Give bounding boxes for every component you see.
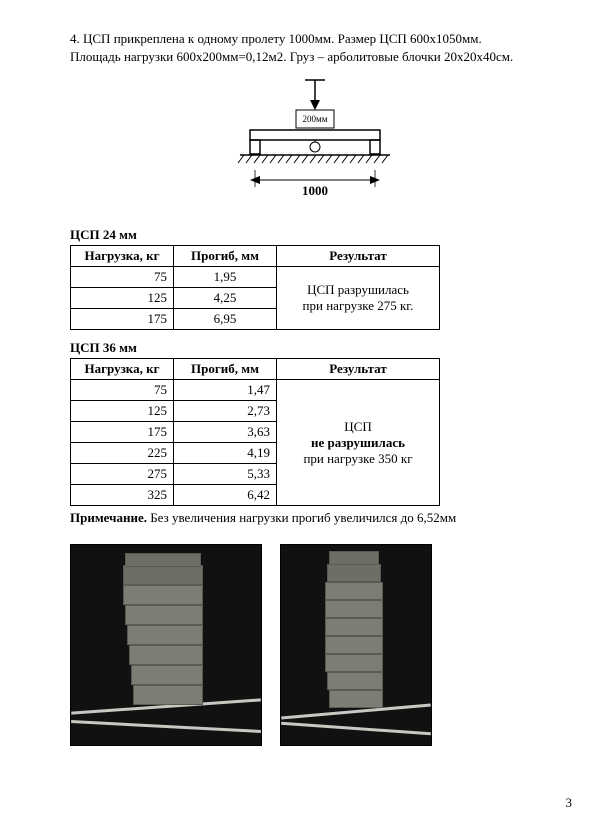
intro-line-1: 4. ЦСП прикреплена к одному пролету 1000… bbox=[70, 31, 482, 46]
th-result: Результат bbox=[277, 246, 440, 267]
note: Примечание. Без увеличения нагрузки прог… bbox=[70, 510, 560, 526]
note-label: Примечание. bbox=[70, 510, 147, 525]
load-diagram: 200мм bbox=[70, 75, 560, 209]
photo-row bbox=[70, 544, 560, 746]
th-result: Результат bbox=[277, 359, 440, 380]
th-deflection: Прогиб, мм bbox=[174, 246, 277, 267]
table-36mm: Нагрузка, кг Прогиб, мм Результат 75 1,4… bbox=[70, 358, 440, 506]
intro-paragraph: 4. ЦСП прикреплена к одному пролету 1000… bbox=[70, 30, 560, 65]
intro-line-2: Площадь нагрузки 600х200мм=0,12м2. Груз … bbox=[70, 49, 513, 64]
span-label: 1000 bbox=[302, 183, 328, 198]
note-text: Без увеличения нагрузки прогиб увеличилс… bbox=[147, 510, 456, 525]
th-load: Нагрузка, кг bbox=[71, 246, 174, 267]
table-row: 75 1,47 ЦСП не разрушилась при нагрузке … bbox=[71, 380, 440, 401]
table-row: 75 1,95 ЦСП разрушилась при нагрузке 275… bbox=[71, 267, 440, 288]
result-cell: ЦСП разрушилась при нагрузке 275 кг. bbox=[277, 267, 440, 330]
th-load: Нагрузка, кг bbox=[71, 359, 174, 380]
svg-text:200мм: 200мм bbox=[303, 114, 328, 124]
result-cell: ЦСП не разрушилась при нагрузке 350 кг bbox=[277, 380, 440, 506]
table36-title: ЦСП 36 мм bbox=[70, 340, 560, 356]
page-number: 3 bbox=[566, 795, 573, 811]
test-photo-2 bbox=[280, 544, 432, 746]
th-deflection: Прогиб, мм bbox=[174, 359, 277, 380]
table24-title: ЦСП 24 мм bbox=[70, 227, 560, 243]
table-24mm: Нагрузка, кг Прогиб, мм Результат 75 1,9… bbox=[70, 245, 440, 330]
test-photo-1 bbox=[70, 544, 262, 746]
